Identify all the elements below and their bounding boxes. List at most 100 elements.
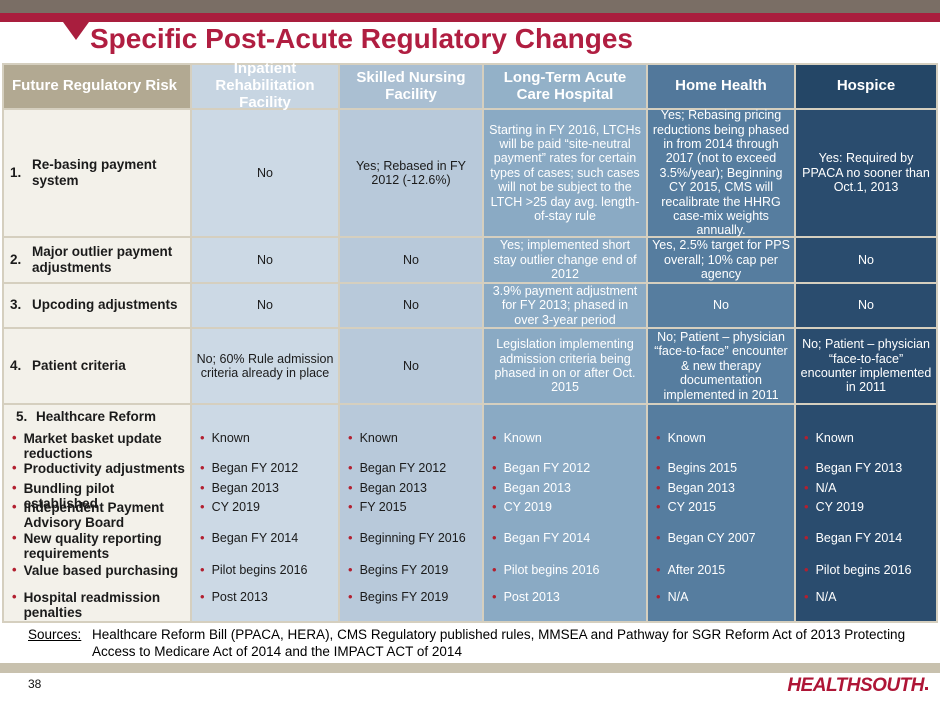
reform-ltch-value-based: Pilot begins 2016	[486, 563, 644, 577]
row-label-text: Patient criteria	[32, 357, 126, 373]
reform-snf-quality-reporting: Beginning FY 2016	[342, 531, 480, 545]
reform-irf-cell: Known Began FY 2012 Began 2013 CY 2019 B…	[192, 405, 338, 621]
reform-ltch-bundling: Began 2013	[486, 481, 644, 495]
row-label-rebasing-payment-system: 1. Re-basing payment system	[4, 110, 190, 236]
cell-outlier-irf: No	[192, 238, 338, 282]
row-label-text: Major outlier payment adjustments	[32, 243, 173, 275]
reform-snf-market-basket: Known	[342, 431, 480, 445]
reform-hh-ipab: CY 2015	[650, 500, 792, 514]
reform-irf-ipab: CY 2019	[194, 500, 336, 514]
top-band	[0, 0, 940, 13]
col-header-skilled-nursing-facility: Skilled Nursing Facility	[340, 65, 482, 108]
cell-patient-criteria-hospice: No; Patient – physician “face-to-face” e…	[796, 329, 936, 403]
row-number: 1.	[10, 164, 22, 180]
reform-hospice-market-basket: Known	[798, 431, 934, 445]
cell-outlier-snf: No	[340, 238, 482, 282]
row-number: 3.	[10, 297, 22, 313]
cell-outlier-ltch: Yes; implemented short stay outlier chan…	[484, 238, 646, 282]
reform-snf-cell: Known Began FY 2012 Began 2013 FY 2015 B…	[340, 405, 482, 621]
reform-irf-readmission: Post 2013	[194, 590, 336, 604]
page-number: 38	[28, 677, 42, 691]
col-header-hospice: Hospice	[796, 65, 936, 108]
cell-patient-criteria-snf: No	[340, 329, 482, 403]
title-triangle-icon	[63, 22, 89, 40]
reform-hh-market-basket: Known	[650, 431, 792, 445]
page-title: Specific Post-Acute Regulatory Changes	[90, 23, 634, 54]
reform-label-readmission: Hospital readmission penalties	[6, 590, 188, 620]
row-number: 4.	[10, 357, 22, 373]
reform-ltch-market-basket: Known	[486, 431, 644, 445]
reform-label-market-basket: Market basket update reductions	[6, 431, 188, 461]
col-header-inpatient-rehabilitation-facility: Inpatient Rehabilitation Facility	[192, 60, 338, 111]
reform-irf-bundling: Began 2013	[194, 481, 336, 495]
row-label-text: Upcoding adjustments	[32, 297, 178, 313]
reform-snf-readmission: Begins FY 2019	[342, 590, 480, 604]
reform-irf-quality-reporting: Began FY 2014	[194, 531, 336, 545]
reform-ltch-quality-reporting: Began FY 2014	[486, 531, 644, 545]
cell-patient-criteria-irf: No; 60% Rule admission criteria already …	[192, 329, 338, 403]
reform-snf-value-based: Begins FY 2019	[342, 563, 480, 577]
cell-upcoding-hospice: No	[796, 284, 936, 327]
cell-upcoding-irf: No	[192, 284, 338, 327]
col-header-long-term-acute-care-hospital: Long-Term Acute Care Hospital	[484, 65, 646, 108]
reform-ltch-readmission: Post 2013	[486, 590, 644, 604]
reform-home-health-cell: Known Begins 2015 Began 2013 CY 2015 Beg…	[648, 405, 794, 621]
healthsouth-logo-text: HEALTHSOUTH	[787, 675, 924, 696]
reform-hospice-readmission: N/A	[798, 590, 934, 604]
reform-irf-productivity: Began FY 2012	[194, 461, 336, 475]
reform-label-quality-reporting: New quality reporting requirements	[6, 531, 188, 561]
reform-hh-value-based: After 2015	[650, 563, 792, 577]
col-header-future-regulatory-risk: Future Regulatory Risk	[4, 65, 190, 108]
crimson-band	[0, 13, 940, 22]
reform-hospice-bundling: N/A	[798, 481, 934, 495]
cell-outlier-hospice: No	[796, 238, 936, 282]
title-row: Specific Post-Acute Regulatory Changes	[0, 22, 940, 63]
reform-hh-productivity: Begins 2015	[650, 461, 792, 475]
cell-upcoding-snf: No	[340, 284, 482, 327]
row-label-patient-criteria: 4. Patient criteria	[4, 329, 190, 403]
cell-outlier-home-health: Yes, 2.5% target for PPS overall; 10% ca…	[648, 238, 794, 282]
reform-label-productivity: Productivity adjustments	[6, 461, 188, 476]
reform-irf-market-basket: Known	[194, 431, 336, 445]
logo-registered-mark-icon	[925, 687, 928, 690]
reform-snf-productivity: Began FY 2012	[342, 461, 480, 475]
sources-text: Healthcare Reform Bill (PPACA, HERA), CM…	[92, 627, 906, 659]
sources-note: Sources: Healthcare Reform Bill (PPACA, …	[0, 627, 940, 661]
cell-upcoding-ltch: 3.9% payment adjustment for FY 2013; pha…	[484, 284, 646, 327]
reform-label-ipab: Independent Payment Advisory Board	[6, 500, 188, 530]
reform-ltch-productivity: Began FY 2012	[486, 461, 644, 475]
reform-hospice-cell: Known Began FY 2013 N/A CY 2019 Began FY…	[796, 405, 936, 621]
reform-snf-bundling: Began 2013	[342, 481, 480, 495]
row-number: 2.	[10, 251, 22, 267]
reform-hospice-quality-reporting: Began FY 2014	[798, 531, 934, 545]
sources-label: Sources:	[28, 627, 82, 642]
regulatory-table: Future Regulatory Risk Inpatient Rehabil…	[2, 60, 938, 623]
reform-hospice-value-based: Pilot begins 2016	[798, 563, 934, 577]
cell-rebasing-ltch: Starting in FY 2016, LTCHs will be paid …	[484, 110, 646, 236]
cell-upcoding-home-health: No	[648, 284, 794, 327]
reform-label-value-based: Value based purchasing	[6, 563, 188, 578]
row-label-major-outlier-payment-adjustments: 2. Major outlier payment adjustments	[4, 238, 190, 282]
reform-ltch-cell: Known Began FY 2012 Began 2013 CY 2019 B…	[484, 405, 646, 621]
row-label-upcoding-adjustments: 3. Upcoding adjustments	[4, 284, 190, 327]
col-header-home-health: Home Health	[648, 65, 794, 108]
cell-patient-criteria-ltch: Legislation implementing admission crite…	[484, 329, 646, 403]
reform-heading: 5. Healthcare Reform	[16, 409, 157, 424]
reform-labels-cell: 5. Healthcare Reform Market basket updat…	[4, 405, 190, 621]
reform-hospice-ipab: CY 2019	[798, 500, 934, 514]
reform-hospice-productivity: Began FY 2013	[798, 461, 934, 475]
healthsouth-logo: HEALTHSOUTH	[787, 675, 928, 697]
cell-rebasing-home-health: Yes; Rebasing pricing reductions being p…	[648, 108, 794, 237]
reform-hh-readmission: N/A	[650, 590, 792, 604]
cell-rebasing-snf: Yes; Rebased in FY 2012 (-12.6%)	[340, 110, 482, 236]
row-label-text: Re-basing payment system	[32, 156, 157, 188]
reform-irf-value-based: Pilot begins 2016	[194, 563, 336, 577]
reform-snf-ipab: FY 2015	[342, 500, 480, 514]
footer-band	[0, 663, 940, 673]
reform-hh-quality-reporting: Began CY 2007	[650, 531, 792, 545]
reform-ltch-ipab: CY 2019	[486, 500, 644, 514]
reform-hh-bundling: Began 2013	[650, 481, 792, 495]
cell-rebasing-hospice: Yes: Required by PPACA no sooner than Oc…	[796, 110, 936, 236]
cell-rebasing-irf: No	[192, 110, 338, 236]
cell-patient-criteria-home-health: No; Patient – physician “face-to-face” e…	[648, 329, 794, 403]
